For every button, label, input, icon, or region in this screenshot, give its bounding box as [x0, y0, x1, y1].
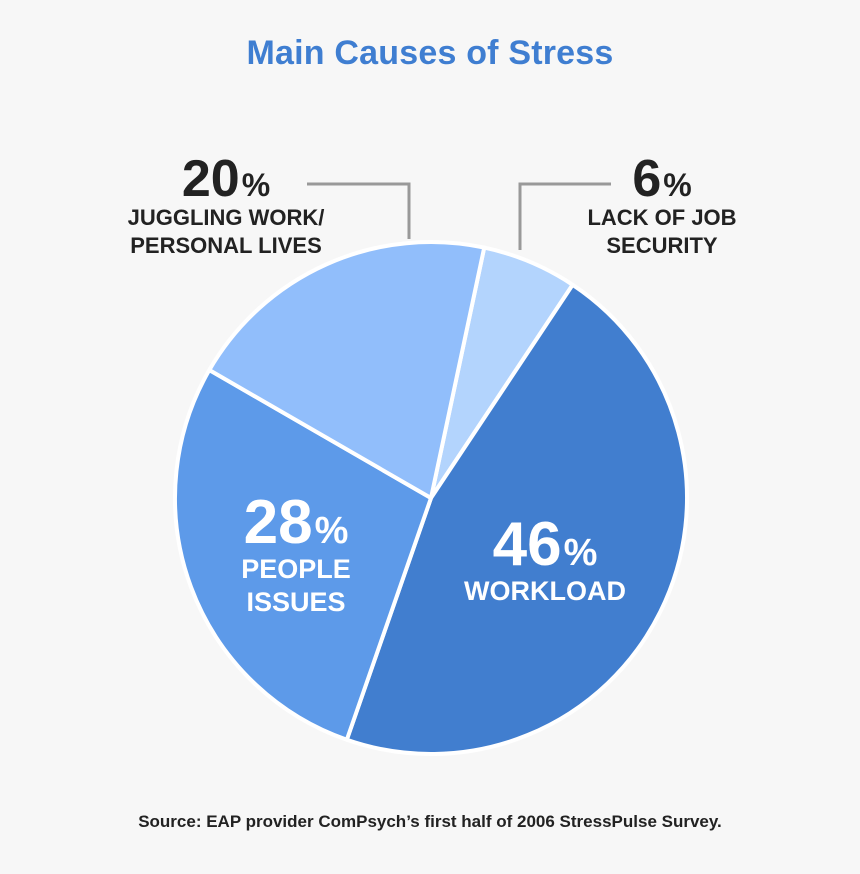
slice-labels: 6%LACK OF JOBSECURITY46%WORKLOAD28%PEOPL…: [128, 150, 737, 617]
slice-label-line: LACK OF JOB: [587, 205, 736, 230]
slice-value-lack-of-job-security: 6%: [632, 150, 691, 208]
slice-label-line: JUGGLING WORK/: [128, 205, 325, 230]
slice-value-workload: 46%: [493, 510, 598, 579]
leader-line-juggling-work-personal-lives: [307, 182, 411, 239]
value-percent-sign: %: [564, 532, 598, 574]
leader-line-lack-of-job-security: [518, 182, 611, 250]
value-number: 28: [244, 488, 313, 557]
slice-label-line: PERSONAL LIVES: [130, 233, 322, 258]
chart-title: Main Causes of Stress: [246, 34, 614, 72]
value-percent-sign: %: [315, 510, 349, 552]
value-number: 6: [632, 150, 661, 208]
value-number: 46: [493, 510, 562, 579]
value-percent-sign: %: [663, 167, 691, 203]
value-number: 20: [182, 150, 240, 208]
slice-label-line: PEOPLE: [241, 554, 351, 584]
slice-label-line: SECURITY: [606, 233, 718, 258]
pie-slices: [173, 240, 689, 756]
slice-label-line: ISSUES: [246, 587, 345, 617]
slice-value-people-issues: 28%: [244, 488, 349, 557]
leader-lines: [307, 182, 611, 250]
slice-value-juggling-work-personal-lives: 20%: [182, 150, 270, 208]
value-percent-sign: %: [242, 167, 270, 203]
source-note: Source: EAP provider ComPsych’s first ha…: [138, 812, 722, 831]
slice-workload: [344, 282, 689, 756]
slice-juggling-work-personal-lives: [207, 240, 487, 500]
slice-label-line: WORKLOAD: [464, 576, 626, 606]
